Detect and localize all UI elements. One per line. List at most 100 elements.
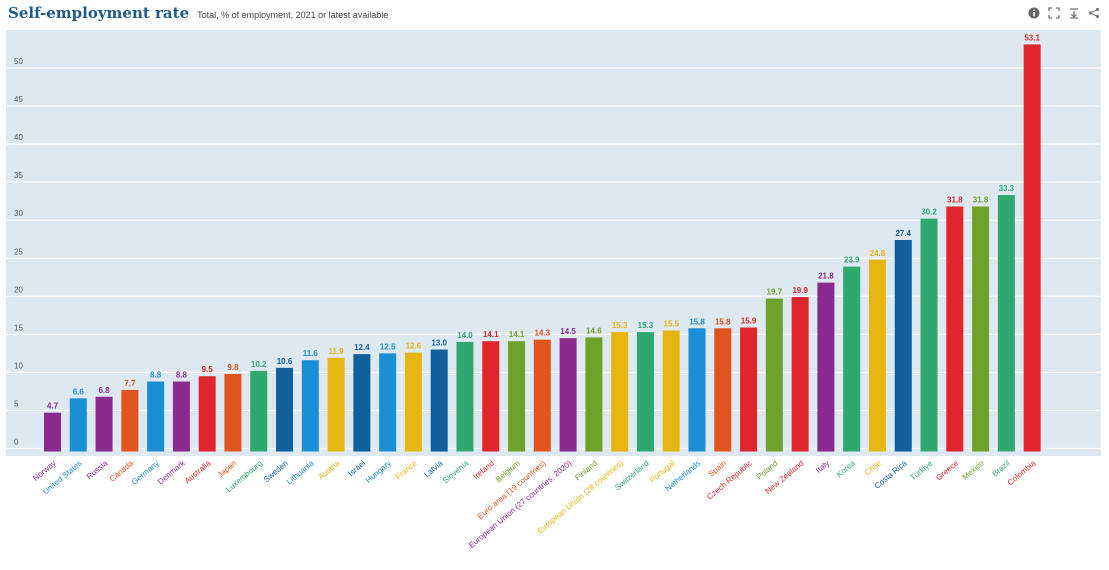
data-label: 13.0 — [431, 339, 447, 348]
bar[interactable] — [817, 282, 835, 452]
share-icon[interactable] — [1087, 6, 1101, 20]
fullscreen-icon[interactable] — [1047, 6, 1061, 20]
bar[interactable] — [456, 341, 474, 452]
bar[interactable] — [662, 330, 680, 452]
data-label: 6.8 — [98, 386, 110, 395]
bar[interactable] — [95, 396, 113, 452]
bar[interactable] — [250, 370, 268, 452]
x-tick-label: Spain — [707, 459, 728, 479]
bar[interactable] — [147, 381, 165, 452]
bar[interactable] — [611, 332, 629, 452]
bar[interactable] — [121, 389, 139, 452]
x-tick-label: France — [394, 458, 419, 481]
bar[interactable] — [430, 349, 448, 452]
data-label: 15.8 — [689, 317, 705, 326]
x-tick-label: Korea — [835, 458, 858, 479]
y-tick-label: 10 — [14, 361, 23, 370]
x-tick-label: Lithuania — [285, 458, 316, 486]
data-label: 11.6 — [303, 349, 319, 358]
data-label: 12.4 — [354, 343, 370, 352]
data-label: 23.9 — [844, 256, 860, 265]
x-tick-label: Chile — [863, 458, 883, 477]
data-label: 15.3 — [612, 321, 628, 330]
bar[interactable] — [972, 206, 990, 452]
y-tick-label: 15 — [14, 323, 23, 332]
x-tick-label: Italy — [814, 459, 831, 475]
bar[interactable] — [1023, 44, 1041, 452]
chart-toolbar — [1027, 6, 1101, 20]
x-tick-label: Austria — [317, 458, 342, 481]
x-tick-label: Slovenia — [441, 458, 471, 485]
data-label: 9.8 — [227, 363, 239, 372]
bar[interactable] — [636, 332, 654, 452]
bar[interactable] — [44, 412, 61, 452]
data-label: 30.2 — [921, 208, 937, 217]
data-label: 6.6 — [73, 387, 85, 396]
bar[interactable] — [276, 367, 294, 452]
bar[interactable] — [585, 337, 603, 452]
data-label: 4.7 — [47, 402, 59, 411]
data-label: 53.1 — [1024, 33, 1040, 42]
x-tick-label: Hungary — [364, 459, 393, 485]
x-tick-label: Mexico — [961, 458, 987, 482]
bar[interactable] — [946, 206, 964, 452]
x-tick-label: Japan — [216, 459, 238, 480]
bar[interactable] — [379, 353, 397, 452]
bar[interactable] — [69, 398, 87, 452]
data-label: 14.6 — [586, 326, 602, 335]
bar[interactable] — [172, 381, 190, 452]
x-tick-label: Türkiye — [908, 458, 934, 482]
data-label: 15.5 — [663, 320, 679, 329]
chart-subtitle: Total, % of employment, 2021 or latest a… — [197, 10, 389, 20]
data-label: 19.7 — [767, 288, 783, 297]
data-label: 9.5 — [202, 365, 214, 374]
bar[interactable] — [920, 218, 938, 452]
bar[interactable] — [894, 239, 912, 452]
bar[interactable] — [224, 373, 242, 452]
bar[interactable] — [482, 341, 500, 452]
data-label: 8.8 — [176, 371, 188, 380]
data-label: 14.0 — [457, 331, 473, 340]
y-tick-label: 30 — [14, 209, 23, 218]
y-tick-label: 40 — [14, 133, 23, 142]
bar[interactable] — [559, 338, 577, 452]
x-tick-label: Israel — [346, 458, 367, 478]
bar[interactable] — [353, 354, 371, 452]
bar[interactable] — [327, 357, 345, 452]
bar[interactable] — [198, 376, 216, 452]
bar[interactable] — [843, 266, 861, 452]
data-label: 15.9 — [741, 317, 757, 326]
bar[interactable] — [404, 352, 422, 452]
data-label: 15.8 — [715, 317, 731, 326]
x-tick-label: Greece — [934, 458, 960, 482]
bar[interactable] — [688, 328, 706, 452]
bar[interactable] — [791, 297, 809, 452]
data-label: 10.6 — [277, 357, 293, 366]
download-icon[interactable] — [1067, 6, 1081, 20]
bar[interactable] — [997, 195, 1015, 452]
bar[interactable] — [508, 341, 526, 452]
x-tick-label: Ireland — [472, 459, 497, 482]
y-tick-label: 35 — [14, 171, 23, 180]
bar[interactable] — [740, 327, 758, 452]
data-label: 14.1 — [483, 330, 499, 339]
info-icon[interactable] — [1027, 6, 1041, 20]
chart-title: Self-employment rate — [8, 4, 190, 22]
data-label: 19.9 — [792, 286, 808, 295]
y-tick-label: 25 — [14, 247, 23, 256]
data-label: 14.1 — [509, 330, 525, 339]
bar[interactable] — [868, 259, 886, 452]
data-label: 21.8 — [818, 272, 834, 281]
bar[interactable] — [714, 328, 732, 452]
bar[interactable] — [301, 360, 319, 452]
data-label: 24.8 — [870, 249, 886, 258]
data-label: 31.8 — [947, 196, 963, 205]
data-label: 31.8 — [973, 196, 989, 205]
y-tick-label: 50 — [14, 57, 23, 66]
x-tick-label: Germany — [130, 459, 161, 487]
y-tick-label: 5 — [14, 399, 19, 408]
bar[interactable] — [765, 298, 783, 452]
x-tick-label: Denmark — [156, 458, 187, 486]
bar[interactable] — [533, 339, 551, 452]
